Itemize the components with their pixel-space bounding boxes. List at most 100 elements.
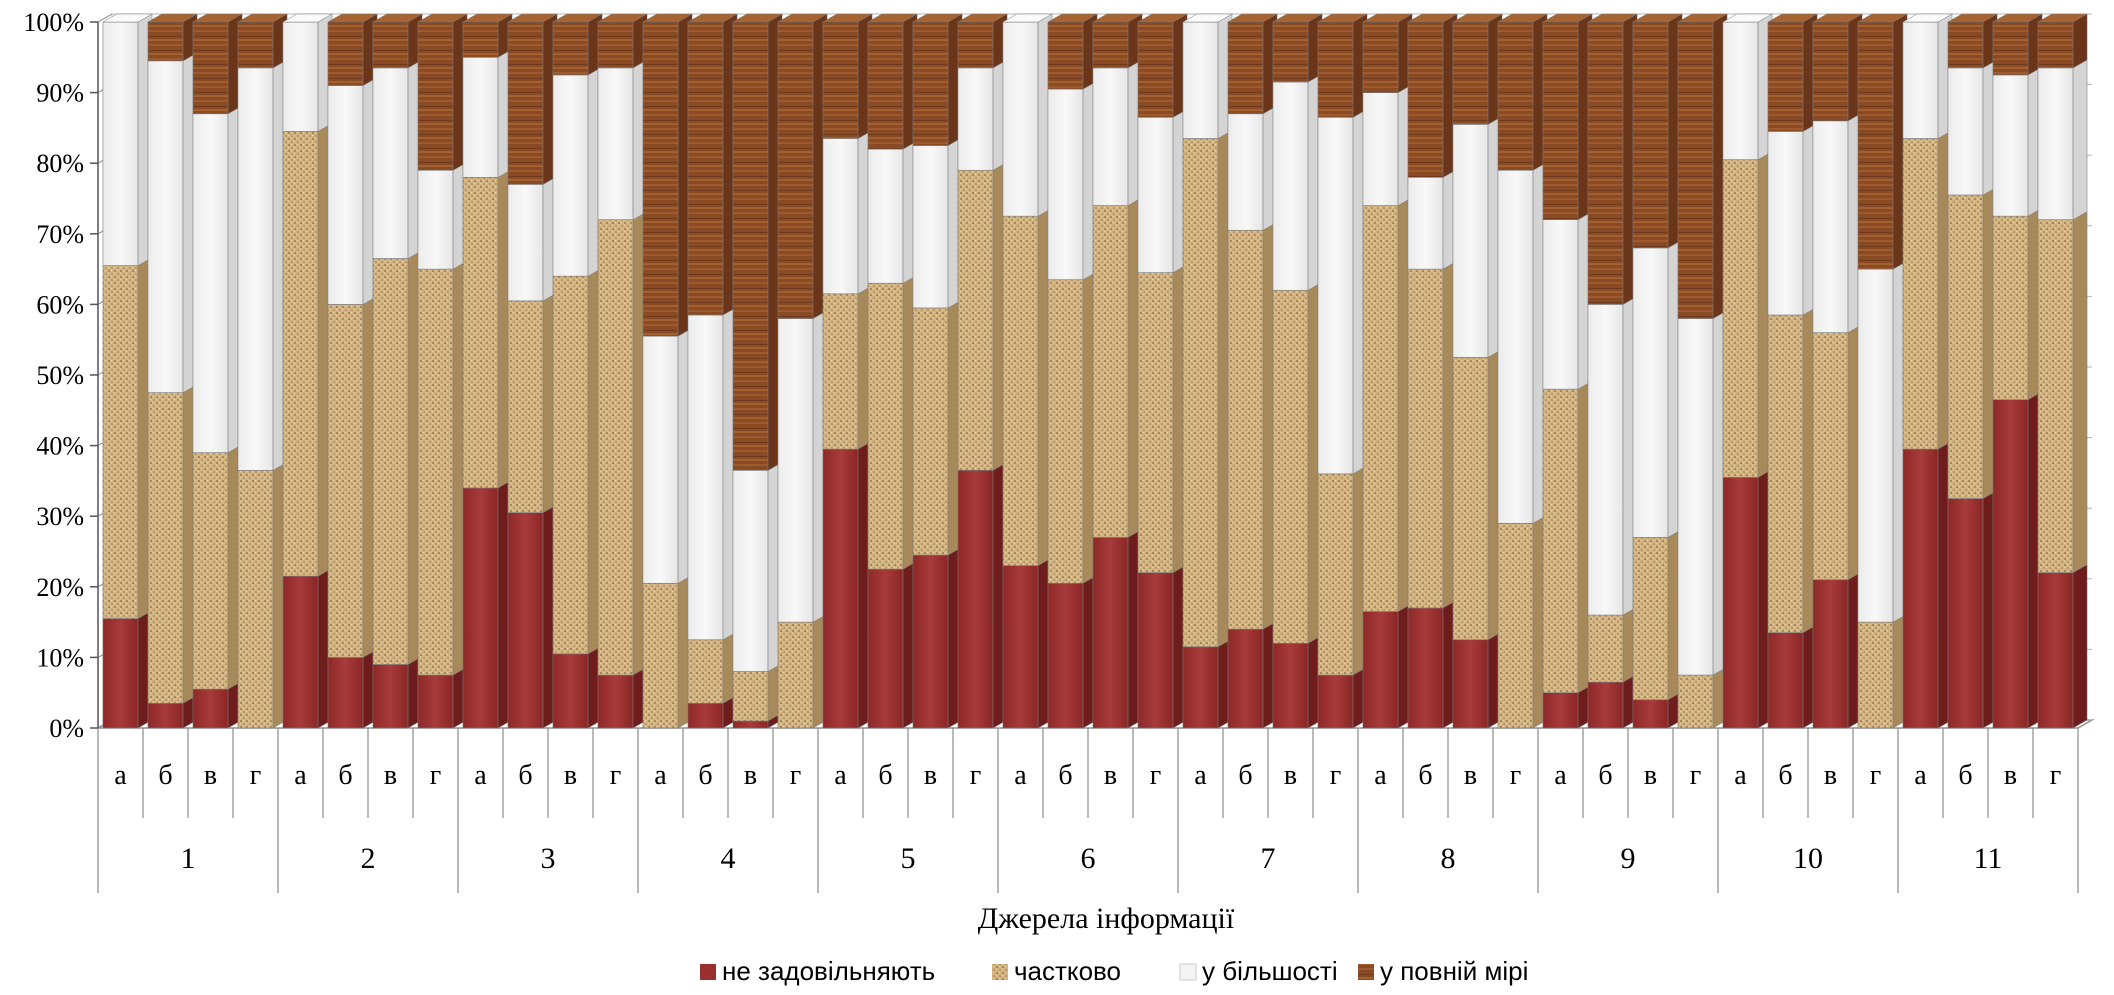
bar-stack: [1902, 13, 1953, 729]
bar-segment: [1632, 699, 1669, 729]
bar-segment: [777, 21, 814, 319]
bars-layer: [102, 13, 2088, 729]
x-tick-label: в: [1104, 760, 1117, 791]
x-tick-label: а: [834, 760, 847, 791]
bar-segment: [642, 21, 679, 337]
bar-stack: [102, 13, 153, 729]
bar-stack: [507, 13, 558, 729]
x-tick-label: г: [1690, 760, 1701, 791]
group-label: 10: [1793, 842, 1823, 875]
x-tick-label: б: [518, 760, 532, 791]
bar-segment: [1677, 674, 1714, 729]
bar-segment: [192, 21, 229, 115]
bar-segment: [1137, 117, 1174, 273]
x-tick-label: б: [1418, 760, 1432, 791]
bar-stack: [327, 13, 378, 729]
bar-segment: [1452, 21, 1489, 125]
bar-segment: [687, 21, 724, 316]
x-tick-label: б: [1778, 760, 1792, 791]
x-tick-label: в: [744, 760, 757, 791]
bar-top: [1362, 13, 1413, 23]
group-label: 2: [361, 842, 376, 875]
y-tick-label: 20%: [36, 573, 84, 602]
bar-stack: [687, 13, 738, 729]
gridline-diag: [97, 13, 113, 23]
bar-stack: [1812, 13, 1863, 729]
bar-segment: [597, 21, 634, 69]
bar-segment: [1947, 21, 1984, 69]
bar-segment: [957, 470, 994, 729]
x-tick-label: г: [610, 760, 621, 791]
bar-stack: [1857, 13, 1908, 729]
y-tick-label: 90%: [36, 79, 84, 108]
bar-segment: [1092, 67, 1129, 206]
bar-segment: [327, 21, 364, 86]
x-tick-label: г: [430, 760, 441, 791]
bar-stack: [282, 13, 333, 729]
bar-segment: [462, 21, 499, 58]
bar-segment: [777, 621, 814, 729]
bar-segment: [237, 470, 274, 729]
bar-segment: [372, 258, 409, 665]
bar-segment: [1182, 646, 1219, 729]
bar-segment: [597, 219, 634, 676]
bar-stack: [1452, 13, 1503, 729]
bar-segment: [462, 177, 499, 489]
bar-segment: [282, 21, 319, 132]
legend-label: частково: [1014, 956, 1121, 986]
bar-stack: [1182, 13, 1233, 729]
bar-segment: [1542, 219, 1579, 390]
bar-segment: [1497, 522, 1534, 729]
x-tick-label: в: [204, 760, 217, 791]
legend-item: частково: [992, 956, 1121, 986]
bar-segment: [867, 568, 904, 729]
bar-top: [1542, 13, 1593, 23]
bar-segment: [1272, 81, 1309, 291]
bar-segment: [1947, 498, 1984, 729]
bar-top: [552, 13, 603, 23]
bar-segment: [1272, 642, 1309, 729]
x-tick-label: а: [294, 760, 307, 791]
bar-stack: [417, 13, 468, 729]
bar-segment: [552, 21, 589, 76]
bar-segment: [1992, 74, 2029, 217]
bar-segment: [1047, 21, 1084, 90]
bar-segment: [417, 21, 454, 171]
bar-segment: [1092, 537, 1129, 729]
y-tick-label: 70%: [36, 220, 84, 249]
x-tick-label: б: [1058, 760, 1072, 791]
bar-segment: [777, 318, 814, 623]
group-label: 8: [1441, 842, 1456, 875]
bar-stack: [1722, 13, 1773, 729]
bar-top: [147, 13, 198, 23]
bar-segment: [1002, 565, 1039, 729]
bar-stack: [1632, 13, 1683, 729]
group-label: 9: [1621, 842, 1636, 875]
bar-top: [2037, 13, 2088, 23]
bar-top: [867, 13, 918, 23]
bar-top: [372, 13, 423, 23]
bar-segment: [417, 268, 454, 676]
bar-segment: [1947, 194, 1984, 499]
legend-item: у більшості: [1179, 956, 1338, 986]
bar-top: [1632, 13, 1683, 23]
group-label: 4: [721, 842, 736, 875]
bar-segment: [822, 21, 859, 139]
bar-stack: [1047, 13, 1098, 729]
bar-segment: [1632, 537, 1669, 701]
bar-top: [1722, 13, 1773, 23]
bar-top: [597, 13, 648, 23]
legend-swatch: [992, 964, 1008, 980]
bar-top: [327, 13, 378, 23]
bar-stack: [1542, 13, 1593, 729]
bar-segment: [192, 113, 229, 453]
bar-segment: [1497, 21, 1534, 171]
bar-top: [1767, 13, 1818, 23]
bar-segment: [1542, 692, 1579, 729]
bar-segment: [552, 74, 589, 277]
bar-segment: [237, 67, 274, 471]
y-tick-label: 0%: [49, 714, 84, 743]
bar-segment: [1857, 21, 1894, 270]
x-tick-label: а: [1554, 760, 1567, 791]
